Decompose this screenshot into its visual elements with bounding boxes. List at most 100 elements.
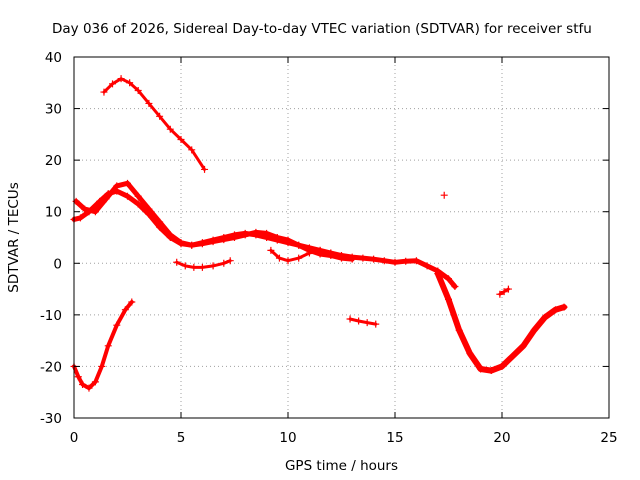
data-point-marker [423,262,431,270]
chart-title: Day 036 of 2026, Sidereal Day-to-day VTE… [52,21,592,37]
data-point-marker [156,218,164,226]
x-tick-label: 20 [493,430,510,446]
data-point-marker [267,246,275,254]
data-point-marker [370,255,378,263]
data-point-marker [477,365,485,373]
data-point-marker [295,241,303,249]
data-point-marker [560,303,568,311]
data-point-marker [74,373,82,381]
y-tick-label: 40 [45,50,62,66]
data-point-marker [359,254,367,262]
x-tick-label: 15 [386,430,403,446]
data-point-marker [372,320,380,328]
data-point-marker [166,231,174,239]
data-point-marker [498,362,506,370]
data-point-marker [104,342,112,350]
data-point-marker [91,208,99,216]
data-point-marker [380,257,388,265]
data-point-marker [188,146,196,154]
data-point-marker [412,257,420,265]
data-point-marker [113,182,121,190]
data-point-marker [109,80,117,88]
data-point-marker [552,306,559,314]
data-point-marker [487,367,495,375]
data-point-marker [128,298,136,306]
data-point-marker [519,342,527,350]
x-tick-label: 5 [177,430,186,446]
series-track-short-segment [348,317,378,326]
y-axis-title: SDTVAR / TECUs [6,182,22,292]
data-point-marker [220,236,228,244]
y-tick-label: 10 [45,205,62,221]
grid [74,57,609,418]
data-point-marker [198,240,206,248]
data-point-marker [496,290,504,298]
data-point-marker [305,249,313,257]
data-point-marker [338,254,345,262]
data-point-marker [530,326,538,334]
data-point-marker [509,352,517,360]
isolated-data-point [440,191,448,199]
data-point-marker [126,79,134,87]
data-point-marker [284,236,292,244]
data-point-marker [117,75,125,83]
data-point-marker [209,238,217,246]
y-tick-label: 0 [53,256,62,272]
data-point-marker [198,263,206,271]
data-point-marker [100,88,108,96]
data-point-marker [363,319,371,327]
data-series [70,75,568,392]
data-point-marker [348,255,356,263]
data-point-marker [124,192,131,200]
data-point-marker [145,99,153,107]
data-point-marker [220,259,228,267]
data-point-marker [541,313,549,321]
plot-frame [73,56,610,419]
data-point-marker [466,350,474,358]
data-point-marker [226,257,234,265]
data-point-marker [134,87,142,95]
y-tick-label: 30 [45,102,62,118]
data-point-marker [284,257,292,265]
data-point-marker [346,315,354,323]
data-point-marker [263,229,271,237]
data-point-marker [134,192,142,200]
data-point-marker [391,258,399,266]
data-point-marker [166,125,174,133]
data-point-marker [402,257,410,265]
data-point-marker [209,262,217,270]
data-point-marker [504,285,512,293]
data-point-marker [76,214,84,222]
data-point-marker [81,205,89,213]
y-tick-label: -30 [40,411,62,427]
data-point-marker [173,258,181,266]
axis-ticks: 0 5 10 15 20 25 -30 -20 -10 0 10 20 30 40 [40,50,618,446]
data-point-marker [275,254,283,262]
x-tick-label: 0 [70,430,79,446]
data-point-marker [188,241,196,249]
y-tick-label: 20 [45,153,62,169]
x-tick-label: 25 [600,430,617,446]
data-point-marker [134,200,142,208]
data-point-marker [273,234,281,241]
data-point-marker [91,378,99,386]
data-point-marker [241,231,249,239]
data-point-marker [445,275,452,283]
data-point-marker [190,263,198,271]
data-point-marker [79,380,87,388]
data-point-marker [252,228,260,236]
data-point-marker [295,254,303,262]
data-point-marker [177,136,185,144]
series-track-start-rise [72,300,134,391]
x-tick-label: 10 [279,430,296,446]
y-tick-label: -10 [40,308,62,324]
data-point-marker [500,288,508,296]
data-point-marker [181,262,189,270]
x-axis-title: GPS time / hours [285,458,398,474]
data-point-marker [451,282,459,290]
data-point-marker [85,384,93,392]
data-point-marker [98,362,106,370]
data-point-marker [156,112,164,120]
data-point-marker [455,326,463,334]
